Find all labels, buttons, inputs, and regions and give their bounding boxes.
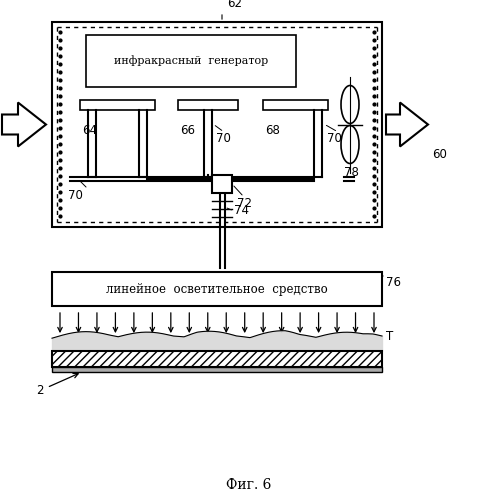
Bar [52, 272, 382, 306]
Bar [263, 100, 328, 110]
Bar [52, 22, 382, 227]
Bar [52, 367, 382, 372]
Text: 70: 70 [327, 132, 342, 145]
Text: 64: 64 [82, 124, 97, 137]
Bar [212, 175, 232, 193]
Ellipse shape [341, 126, 359, 164]
Text: 70: 70 [216, 132, 231, 145]
Text: 72: 72 [237, 197, 252, 210]
Text: 60: 60 [432, 148, 447, 161]
Bar [80, 100, 155, 110]
Text: 76: 76 [386, 276, 401, 289]
Bar [52, 351, 382, 367]
Text: 62: 62 [227, 0, 242, 10]
Bar [86, 35, 296, 87]
Text: 74: 74 [234, 204, 249, 218]
Bar [178, 100, 238, 110]
Text: линейное  осветительное  средство: линейное осветительное средство [106, 282, 328, 296]
Polygon shape [2, 102, 46, 146]
Text: 78: 78 [344, 166, 359, 179]
Polygon shape [386, 102, 428, 146]
Text: 70: 70 [68, 189, 83, 202]
Text: Фиг. 6: Фиг. 6 [226, 478, 272, 492]
Text: 66: 66 [180, 124, 195, 137]
Text: T: T [386, 330, 393, 342]
Text: 2: 2 [36, 374, 78, 397]
Ellipse shape [341, 86, 359, 124]
Text: 68: 68 [265, 124, 280, 137]
Text: инфракрасный  генератор: инфракрасный генератор [114, 56, 268, 66]
